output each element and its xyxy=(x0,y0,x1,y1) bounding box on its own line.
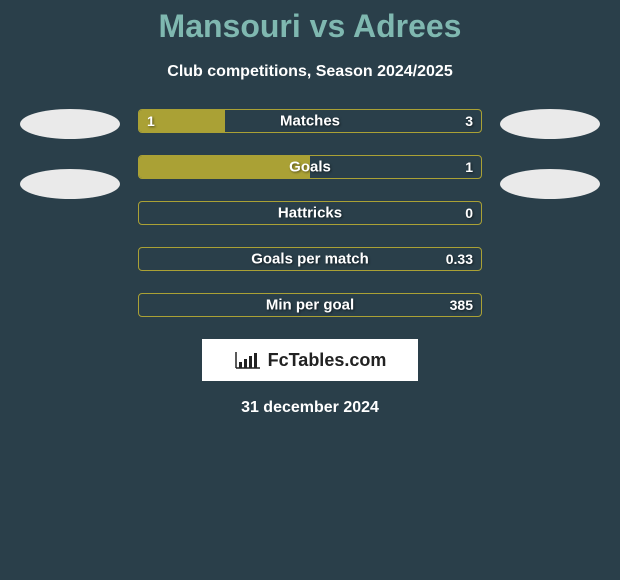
left-avatar-column xyxy=(20,109,120,199)
comparison-widget: Mansouri vs Adrees Club competitions, Se… xyxy=(0,0,620,417)
stat-value-right: 1 xyxy=(465,159,473,175)
stat-value-right: 3 xyxy=(465,113,473,129)
stat-row: Goals 1 xyxy=(138,155,482,179)
stat-row: Min per goal 385 xyxy=(138,293,482,317)
stat-bar-right-fill xyxy=(225,110,482,132)
stat-bars-column: 1 Matches 3 Goals 1 Hattricks 0 Goals per match… xyxy=(138,109,482,317)
bar-chart-icon xyxy=(234,350,262,370)
page-subtitle: Club competitions, Season 2024/2025 xyxy=(0,63,620,81)
stat-value-left: 1 xyxy=(147,113,155,129)
source-badge: FcTables.com xyxy=(202,339,418,381)
stat-row: Hattricks 0 xyxy=(138,201,482,225)
player-avatar-left xyxy=(20,169,120,199)
date-label: 31 december 2024 xyxy=(0,399,620,417)
right-avatar-column xyxy=(500,109,600,199)
stats-area: 1 Matches 3 Goals 1 Hattricks 0 Goals per match… xyxy=(0,109,620,317)
player-avatar-left xyxy=(20,109,120,139)
stat-label: Goals xyxy=(289,159,331,176)
stat-label: Goals per match xyxy=(251,251,369,268)
stat-label: Matches xyxy=(280,113,340,130)
source-badge-text: FcTables.com xyxy=(268,350,387,371)
stat-value-right: 0.33 xyxy=(446,251,473,267)
stat-row: 1 Matches 3 xyxy=(138,109,482,133)
stat-value-right: 385 xyxy=(450,297,473,313)
stat-value-right: 0 xyxy=(465,205,473,221)
stat-label: Hattricks xyxy=(278,205,342,222)
stat-label: Min per goal xyxy=(266,297,354,314)
player-avatar-right xyxy=(500,169,600,199)
player-avatar-right xyxy=(500,109,600,139)
page-title: Mansouri vs Adrees xyxy=(0,8,620,45)
stat-row: Goals per match 0.33 xyxy=(138,247,482,271)
stat-bar-left-fill xyxy=(139,156,310,178)
stat-bar-right-fill xyxy=(310,156,481,178)
